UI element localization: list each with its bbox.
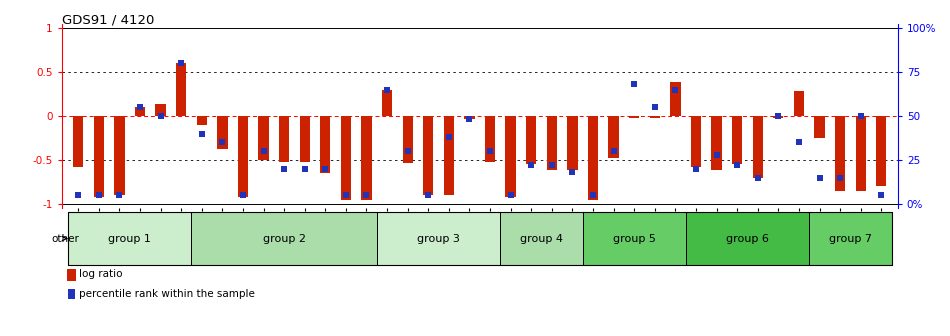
Bar bbox=[68, 212, 192, 265]
Point bbox=[730, 163, 745, 168]
Bar bbox=[423, 116, 433, 195]
Bar bbox=[588, 116, 598, 200]
Bar bbox=[567, 116, 578, 170]
Bar bbox=[501, 212, 582, 265]
Bar bbox=[650, 116, 660, 118]
Point bbox=[812, 175, 827, 180]
Bar bbox=[444, 116, 454, 195]
Point bbox=[668, 87, 683, 92]
Point bbox=[91, 193, 106, 198]
Text: group 3: group 3 bbox=[417, 234, 460, 244]
Bar bbox=[484, 116, 495, 162]
Point bbox=[709, 152, 724, 157]
Bar bbox=[608, 116, 618, 158]
Bar bbox=[835, 116, 846, 191]
Bar bbox=[809, 212, 891, 265]
Bar bbox=[752, 116, 763, 177]
Bar bbox=[546, 116, 557, 170]
Text: group 2: group 2 bbox=[262, 234, 306, 244]
Bar bbox=[794, 91, 804, 116]
Point bbox=[585, 193, 600, 198]
Point bbox=[236, 193, 251, 198]
Point bbox=[317, 166, 332, 171]
Bar bbox=[197, 116, 207, 125]
Point bbox=[750, 175, 766, 180]
Point bbox=[400, 149, 415, 154]
Text: group 1: group 1 bbox=[108, 234, 151, 244]
Bar bbox=[192, 212, 377, 265]
Text: group 4: group 4 bbox=[520, 234, 563, 244]
Text: percentile rank within the sample: percentile rank within the sample bbox=[79, 289, 255, 299]
Point bbox=[297, 166, 313, 171]
Point bbox=[689, 166, 704, 171]
Point bbox=[132, 104, 147, 110]
Bar bbox=[629, 116, 639, 118]
Bar bbox=[156, 104, 165, 116]
Point bbox=[462, 117, 477, 122]
Bar bbox=[403, 116, 413, 163]
Bar bbox=[94, 116, 104, 197]
Bar bbox=[686, 212, 809, 265]
Text: group 5: group 5 bbox=[613, 234, 655, 244]
Point bbox=[544, 163, 560, 168]
Bar bbox=[526, 116, 537, 164]
Bar bbox=[691, 116, 701, 167]
Bar bbox=[279, 116, 290, 162]
Text: other: other bbox=[52, 234, 80, 244]
Point bbox=[276, 166, 292, 171]
Point bbox=[379, 87, 394, 92]
Bar bbox=[218, 116, 227, 150]
Bar bbox=[670, 82, 680, 116]
Bar bbox=[135, 107, 145, 116]
Bar bbox=[299, 116, 310, 162]
Point bbox=[504, 193, 519, 198]
Bar bbox=[732, 116, 742, 164]
Point bbox=[338, 193, 353, 198]
Point bbox=[606, 149, 621, 154]
Point bbox=[153, 113, 168, 119]
Bar bbox=[465, 116, 475, 119]
Point bbox=[421, 193, 436, 198]
Text: log ratio: log ratio bbox=[79, 269, 123, 279]
Point bbox=[523, 163, 539, 168]
Point bbox=[874, 193, 889, 198]
Point bbox=[215, 140, 230, 145]
Point bbox=[853, 113, 868, 119]
Bar bbox=[176, 63, 186, 116]
Bar bbox=[773, 116, 784, 118]
Point bbox=[112, 193, 127, 198]
Point bbox=[70, 193, 86, 198]
Bar bbox=[361, 116, 371, 200]
Point bbox=[194, 131, 209, 136]
Bar bbox=[377, 212, 501, 265]
Bar bbox=[320, 116, 331, 173]
Bar bbox=[712, 116, 722, 170]
Point bbox=[770, 113, 786, 119]
Point bbox=[565, 170, 580, 175]
Bar bbox=[258, 116, 269, 160]
Bar bbox=[505, 116, 516, 197]
Point bbox=[174, 60, 189, 66]
Point bbox=[483, 149, 498, 154]
Bar bbox=[114, 116, 124, 195]
Bar bbox=[582, 212, 686, 265]
Point bbox=[647, 104, 662, 110]
Bar bbox=[382, 89, 392, 116]
Text: GDS91 / 4120: GDS91 / 4120 bbox=[62, 13, 154, 27]
Bar bbox=[238, 116, 248, 197]
Point bbox=[832, 175, 847, 180]
Point bbox=[791, 140, 807, 145]
Bar bbox=[876, 116, 886, 186]
Text: group 6: group 6 bbox=[726, 234, 769, 244]
Bar bbox=[856, 116, 865, 191]
Text: group 7: group 7 bbox=[829, 234, 872, 244]
Point bbox=[256, 149, 271, 154]
Point bbox=[441, 134, 456, 140]
Bar bbox=[814, 116, 825, 138]
Bar bbox=[341, 116, 352, 200]
Bar bbox=[73, 116, 84, 167]
Point bbox=[359, 193, 374, 198]
Point bbox=[627, 82, 642, 87]
